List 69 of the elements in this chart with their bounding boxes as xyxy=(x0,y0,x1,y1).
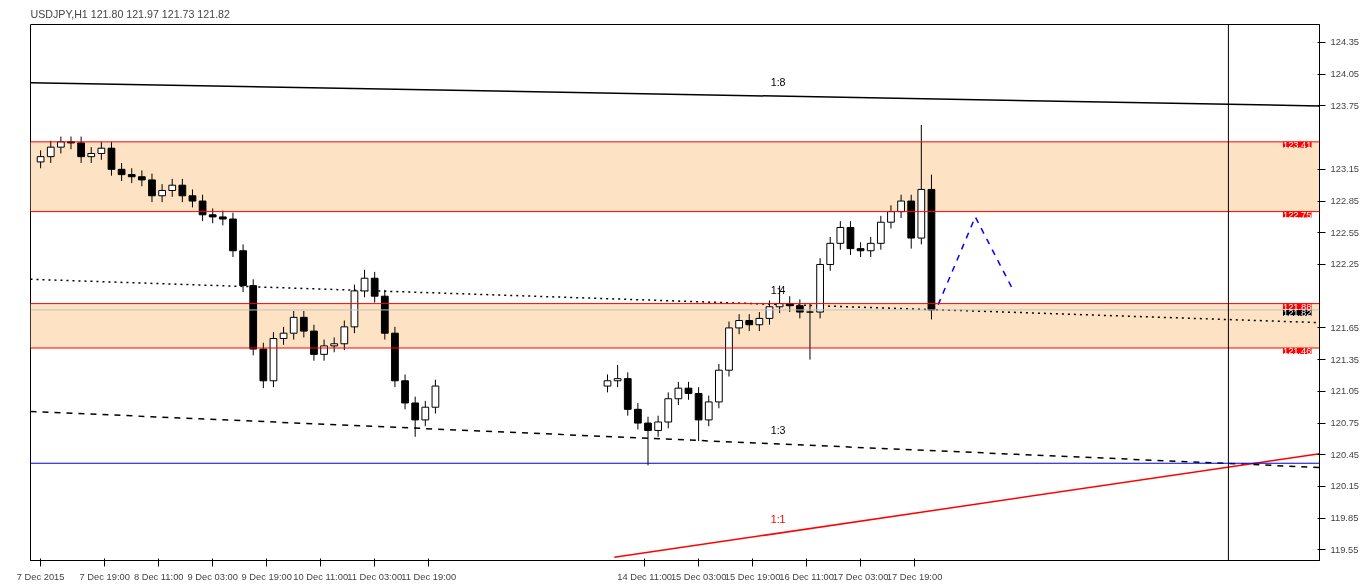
x-tick-label: 17 Dec 03:00 xyxy=(832,571,889,582)
candlestick xyxy=(340,320,349,351)
candlestick xyxy=(897,194,905,219)
y-tick-label: 121.65 xyxy=(1330,322,1360,333)
candlestick xyxy=(158,183,166,203)
series-label: 1:3 xyxy=(770,423,786,436)
x-tick-label: 7 Dec 2015 xyxy=(16,571,65,582)
candlestick xyxy=(198,194,207,222)
candlestick xyxy=(401,373,409,410)
series-label: 1:1 xyxy=(770,513,786,526)
candlestick xyxy=(299,310,308,338)
y-tick-label: 123.75 xyxy=(1330,100,1360,111)
candlestick xyxy=(137,169,146,187)
x-tick-label: 7 Dec 19:00 xyxy=(79,571,130,582)
candlestick xyxy=(613,364,622,388)
ref-line-label: 122.75 xyxy=(1282,209,1312,220)
candlestick xyxy=(654,415,662,438)
x-tick-label: 11 Dec 03:00 xyxy=(347,571,403,582)
candlestick xyxy=(674,381,683,406)
candlestick xyxy=(634,402,642,430)
y-tick-label: 121.35 xyxy=(1330,354,1360,365)
candlestick xyxy=(431,379,440,415)
x-tick-label: 15 Dec 19:00 xyxy=(724,571,781,582)
candlestick xyxy=(77,136,85,164)
candlestick xyxy=(310,324,318,362)
y-tick-label: 122.55 xyxy=(1330,227,1360,238)
y-tick-label: 122.85 xyxy=(1330,196,1360,207)
y-tick-label: 119.55 xyxy=(1330,544,1359,555)
y-tick-label: 124.05 xyxy=(1330,69,1360,80)
candlestick xyxy=(846,220,855,256)
x-tick-label: 17 Dec 19:00 xyxy=(886,571,943,582)
y-tick-label: 120.75 xyxy=(1330,418,1360,429)
candlestick xyxy=(755,311,764,332)
candlestick xyxy=(704,395,713,427)
y-tick-label: 121.05 xyxy=(1330,386,1360,397)
candlestick xyxy=(664,391,673,429)
x-tick-label: 10 Dec 11:00 xyxy=(293,571,349,582)
candlestick xyxy=(735,313,743,335)
candlestick xyxy=(421,400,430,427)
candlestick xyxy=(178,178,187,203)
chart-title: USDJPY,H1 121.80 121.97 121.73 121.82 xyxy=(30,7,231,20)
x-tick-label: 8 Dec 11:00 xyxy=(133,571,184,582)
series-label: 1:8 xyxy=(770,76,786,89)
candlestick xyxy=(148,173,156,203)
x-tick-label: 14 Dec 11:00 xyxy=(617,571,673,582)
y-tick-label: 123.15 xyxy=(1330,164,1360,175)
x-tick-label: 11 Dec 19:00 xyxy=(401,571,457,582)
candlestick xyxy=(644,416,652,466)
y-tick-label: 124.35 xyxy=(1330,37,1360,48)
x-tick-label: 9 Dec 03:00 xyxy=(187,571,238,582)
x-tick-label: 9 Dec 19:00 xyxy=(241,571,292,582)
candlestick xyxy=(46,140,55,164)
ref-line-label: 123.41 xyxy=(1282,139,1312,150)
candlestick xyxy=(289,310,298,341)
y-tick-label: 122.25 xyxy=(1330,259,1360,270)
ref-line-label: 121.46 xyxy=(1282,346,1312,356)
candlestick xyxy=(67,136,75,150)
candlestick xyxy=(866,236,875,258)
x-tick-label: 15 Dec 03:00 xyxy=(670,571,727,582)
candlestick xyxy=(56,136,65,154)
candlestick xyxy=(836,220,845,251)
y-tick-label: 120.15 xyxy=(1330,481,1360,492)
candlestick xyxy=(826,236,835,272)
y-tick-label: 120.45 xyxy=(1330,449,1360,460)
candlestick xyxy=(876,215,885,251)
y-tick-label: 119.85 xyxy=(1330,513,1359,524)
candlestick xyxy=(107,141,116,177)
candlestick xyxy=(887,204,895,230)
x-tick-label: 16 Dec 11:00 xyxy=(779,571,835,582)
